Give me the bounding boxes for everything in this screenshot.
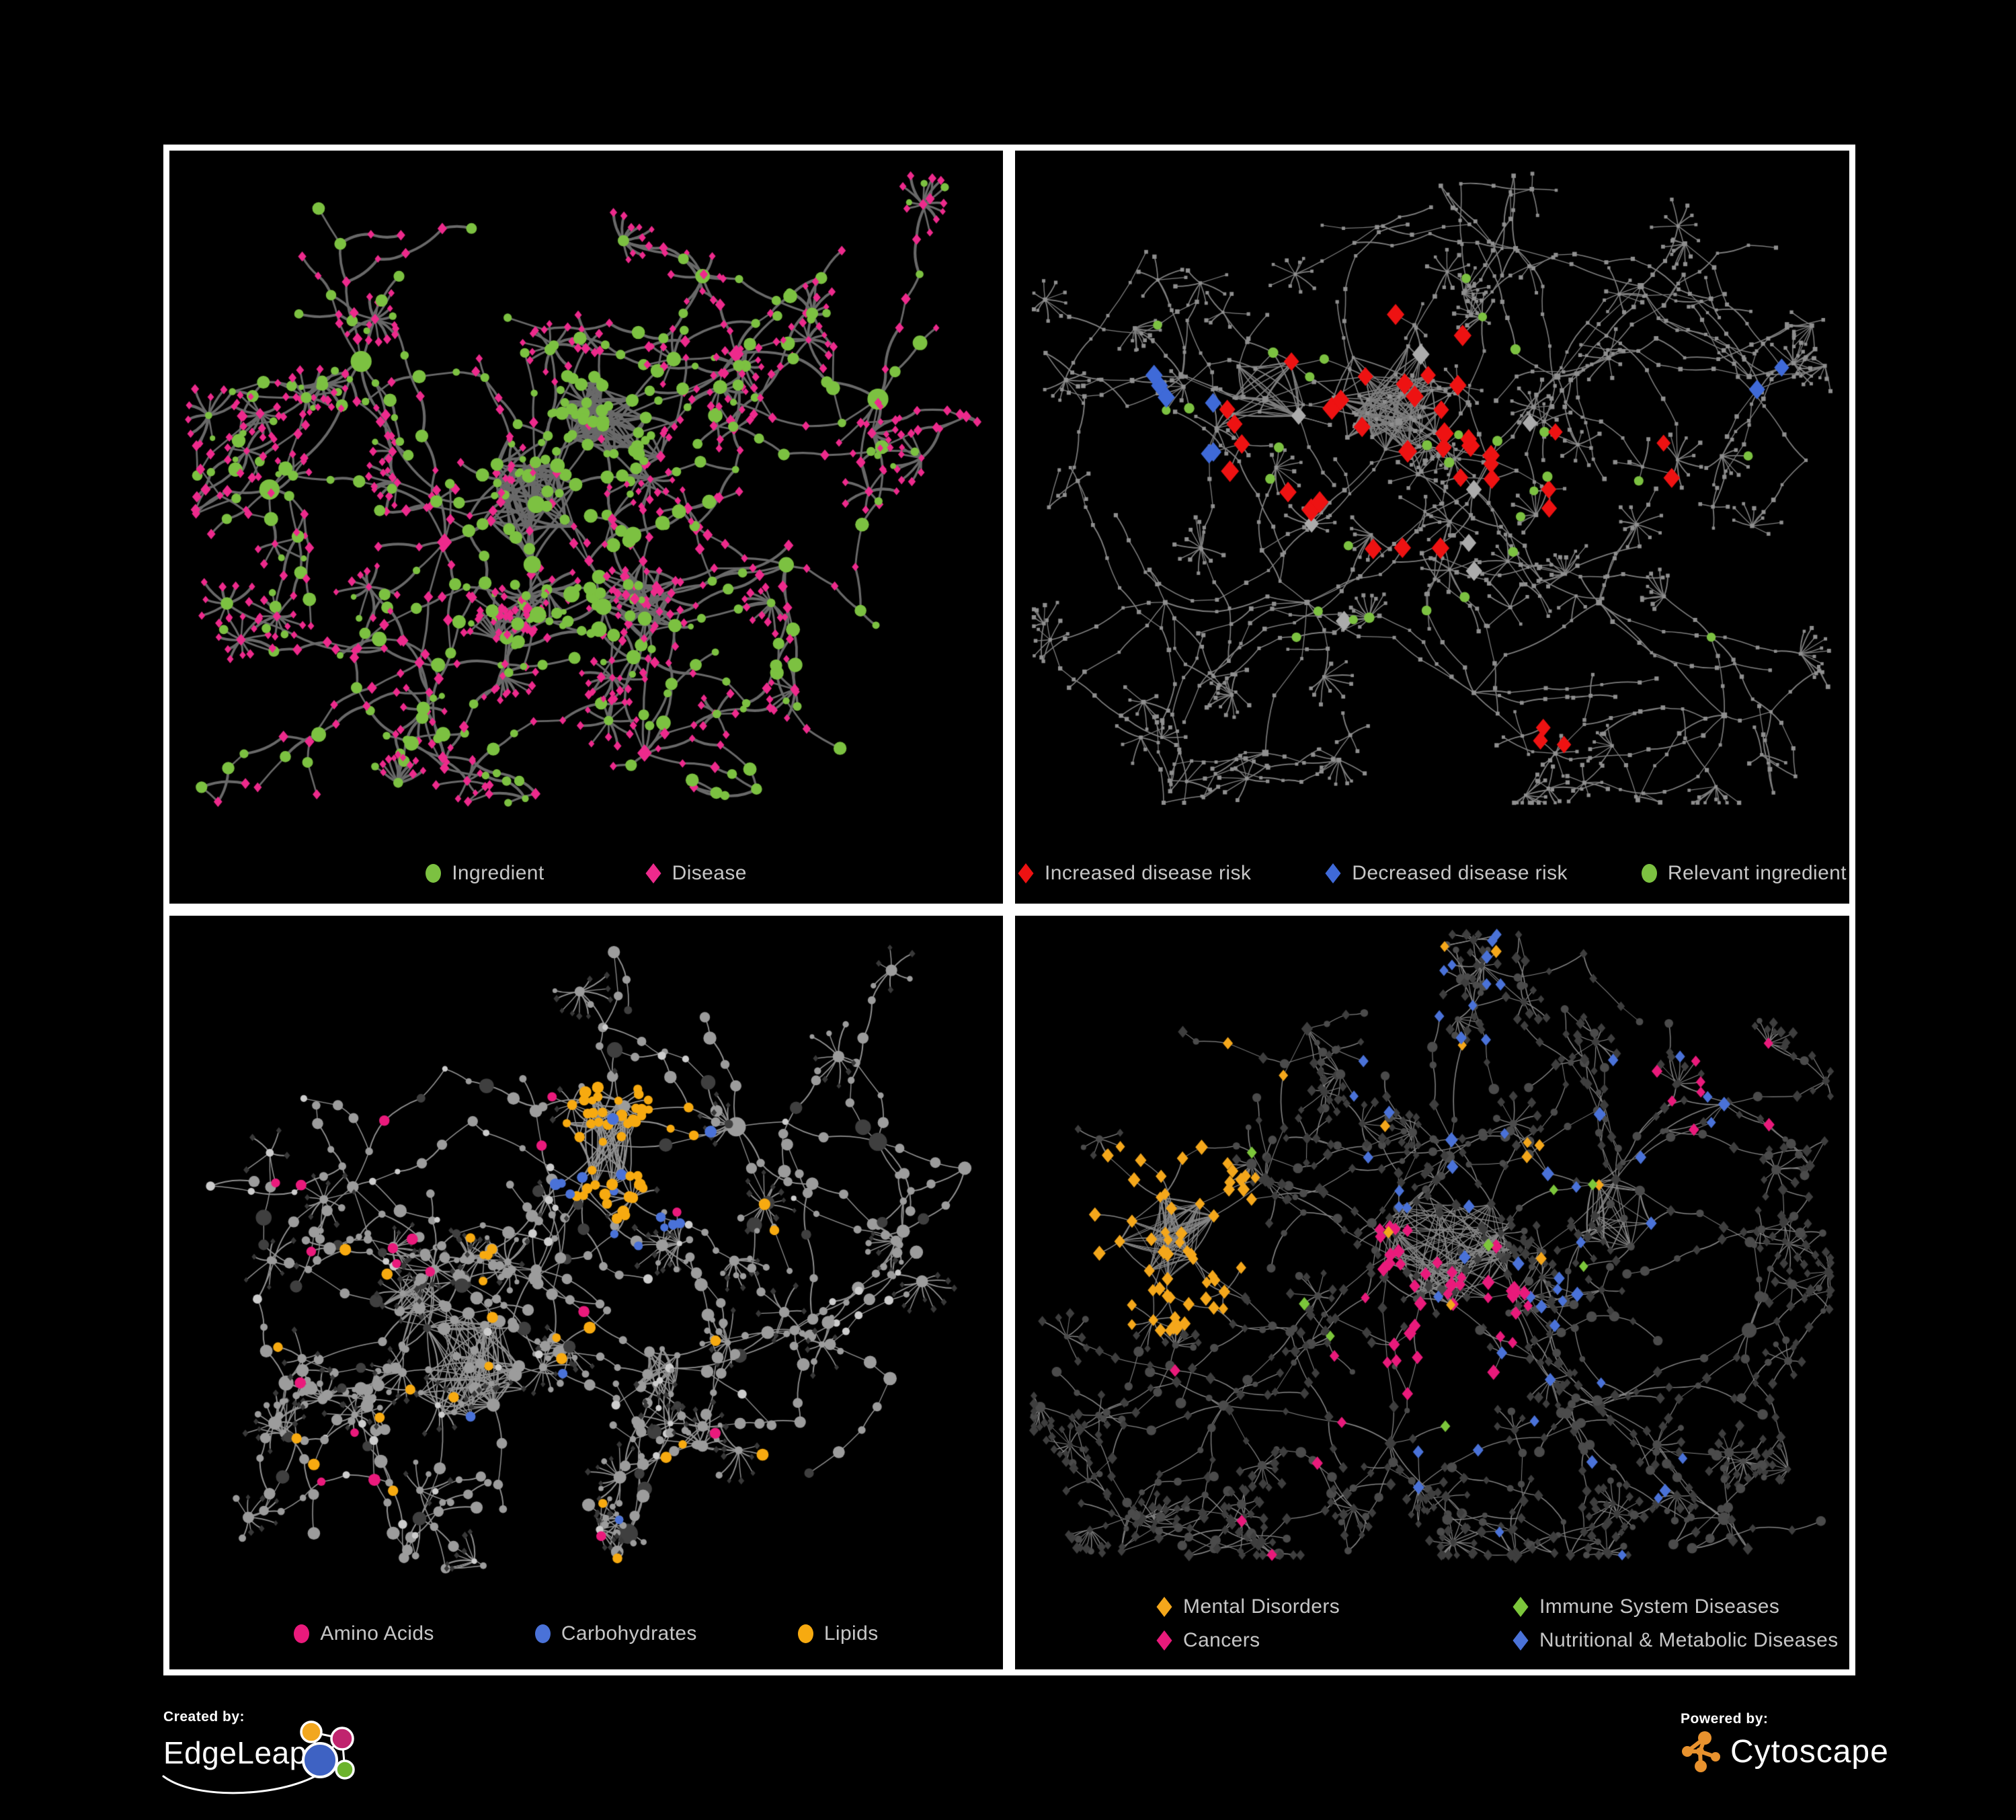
disease-risk-network-canvas (1015, 151, 1849, 904)
cytoscape-wordmark: Cytoscape (1730, 1733, 1889, 1770)
panel-ingredient-disease: Ingredient Disease (163, 145, 1009, 910)
panel-disease-risk: Increased disease risk Decreased disease … (1009, 145, 1855, 910)
powered-by-label: Powered by: (1681, 1711, 1769, 1727)
disease-category-network-canvas (1015, 916, 1849, 1669)
nutrient-class-network-canvas (169, 916, 1003, 1669)
edgeleap-credit: Created by: EdgeLeap (162, 1709, 385, 1796)
edgeleap-logo: EdgeLeap (162, 1720, 385, 1794)
panel-nutrient-classes: Amino Acids Carbohydrates Lipids (163, 910, 1009, 1675)
edgeleap-network-icon (300, 1720, 355, 1780)
ingredient-disease-network-canvas (169, 151, 1003, 904)
cytoscape-network-icon (1682, 1731, 1720, 1772)
edgeleap-wordmark: EdgeLeap (163, 1735, 307, 1770)
created-by-label: Created by: (163, 1709, 245, 1725)
cytoscape-credit: Powered by: Cytoscape (1681, 1711, 1909, 1785)
cytoscape-logo: Cytoscape (1681, 1730, 1909, 1773)
panel-disease-categories: Mental Disorders Immune System Diseases Ca… (1009, 910, 1855, 1675)
panel-grid: Ingredient Disease Increased disease risk… (163, 145, 1855, 1675)
